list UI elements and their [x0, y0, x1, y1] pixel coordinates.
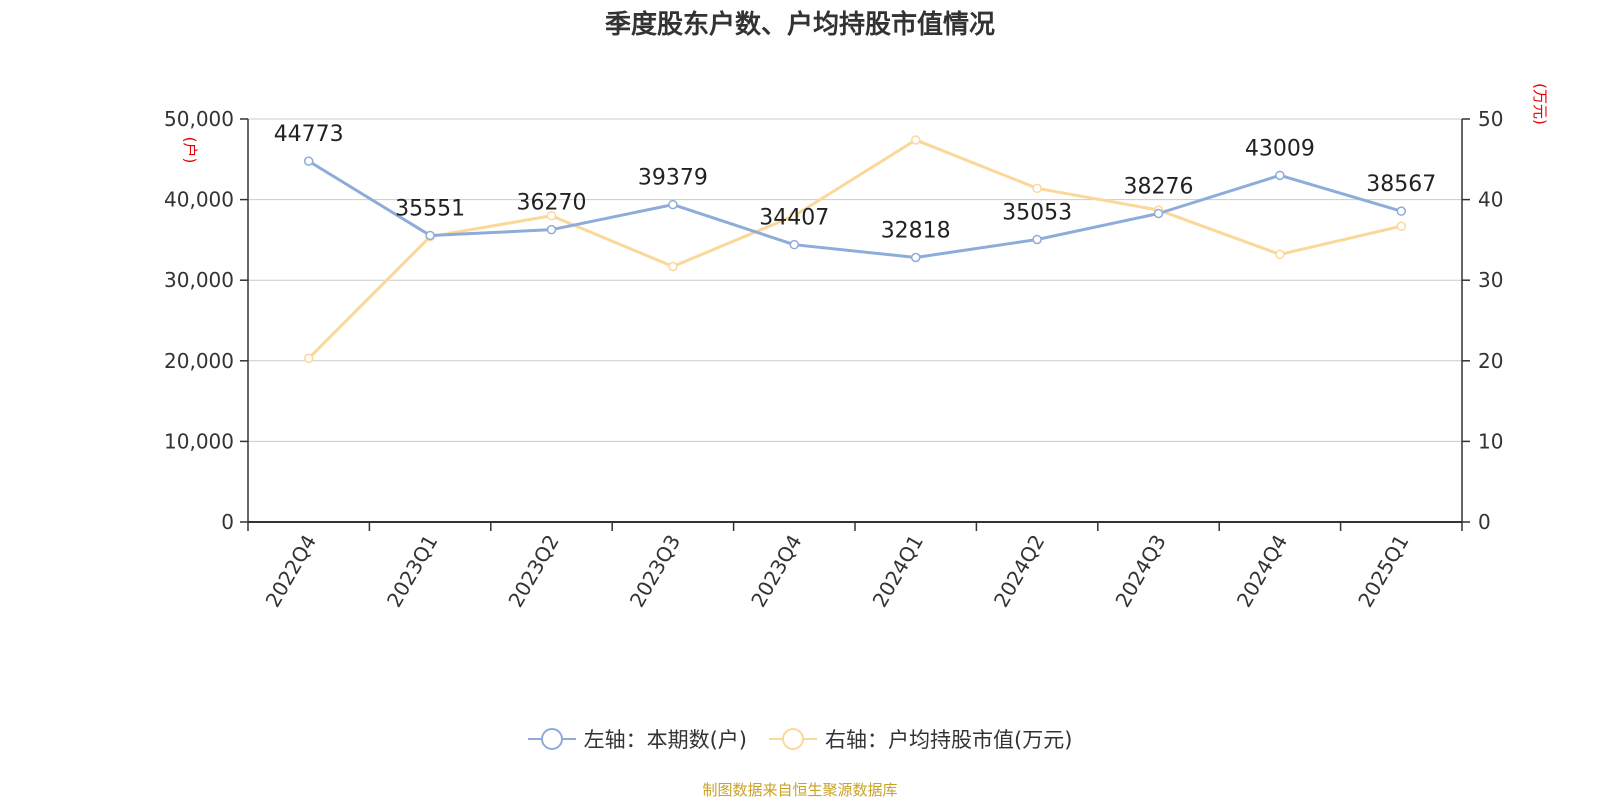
- y-left-tick-label: 10,000: [164, 429, 234, 453]
- y-right-tick-label: 30: [1478, 268, 1503, 292]
- y-left-unit-label: (户): [181, 137, 199, 164]
- data-point-avg-value: [789, 210, 800, 221]
- data-label-households: 34407: [759, 206, 829, 231]
- y-right-tick-label: 40: [1478, 188, 1503, 212]
- y-right-tick-label: 10: [1478, 429, 1503, 453]
- y-left-tick-label: 50,000: [164, 107, 234, 131]
- legend-line-circle-icon: [527, 728, 576, 750]
- x-tick-label: 2024Q2: [989, 531, 1049, 612]
- data-label-households: 38276: [1124, 174, 1194, 199]
- chart-title: 季度股东户数、户均持股市值情况: [604, 10, 995, 40]
- x-tick-label: 2023Q1: [382, 531, 442, 612]
- y-right-tick-label: 0: [1478, 510, 1491, 534]
- data-point-avg-value: [303, 353, 314, 364]
- data-point-households: [425, 230, 435, 241]
- y-left-tick-label: 0: [221, 510, 234, 534]
- data-label-households: 36270: [517, 191, 587, 216]
- data-point-households: [1032, 234, 1042, 245]
- legend-item-avg-value[interactable]: 右轴：户均持股市值(万元): [769, 724, 1072, 754]
- legend-label-avg-value: 右轴：户均持股市值(万元): [825, 728, 1073, 752]
- series-line-avg-value: [307, 138, 1402, 360]
- y-right-unit-label: (万元): [1531, 83, 1549, 125]
- x-tick-label: 2024Q3: [1110, 531, 1170, 612]
- data-source-note: 制图数据来自恒生聚源数据库: [702, 781, 898, 799]
- x-tick-label: 2024Q1: [868, 531, 928, 612]
- legend-label-households: 左轴：本期数(户): [583, 728, 747, 752]
- data-label-households: 38567: [1366, 172, 1436, 197]
- data-point-avg-value: [1275, 249, 1285, 260]
- x-tick-label: 2025Q1: [1353, 531, 1413, 612]
- data-label-households: 32818: [881, 218, 951, 243]
- data-point-households: [668, 199, 678, 210]
- data-point-households: [1153, 208, 1164, 219]
- y-right-tick-label: 50: [1478, 107, 1503, 131]
- x-tick-label: 2023Q3: [625, 531, 685, 612]
- y-left-tick-label: 30,000: [164, 268, 234, 292]
- data-label-households: 35551: [395, 196, 465, 221]
- data-point-avg-value: [546, 210, 557, 221]
- data-label-households: 43009: [1245, 136, 1315, 161]
- data-point-households: [1275, 170, 1285, 181]
- chart-legend: 左轴：本期数(户) 右轴：户均持股市值(万元): [0, 724, 1600, 754]
- data-label-households: 35053: [1002, 200, 1072, 225]
- data-point-households: [789, 239, 800, 250]
- legend-line-circle-icon: [769, 728, 817, 750]
- data-point-households: [910, 252, 921, 263]
- series-line-households: [307, 159, 1402, 259]
- data-point-households: [303, 156, 314, 166]
- data-point-households: [546, 224, 557, 235]
- legend-item-households[interactable]: 左轴：本期数(户): [527, 724, 747, 754]
- data-point-avg-value: [1032, 183, 1042, 194]
- y-left-tick-label: 40,000: [164, 188, 234, 212]
- x-tick-label: 2023Q2: [503, 531, 563, 612]
- x-tick-label: 2022Q4: [261, 531, 321, 612]
- x-tick-label: 2024Q4: [1232, 531, 1292, 612]
- data-point-avg-value: [1396, 221, 1407, 231]
- data-point-households: [1396, 206, 1407, 216]
- y-left-tick-label: 20,000: [164, 349, 234, 373]
- data-point-avg-value: [668, 261, 678, 272]
- data-point-avg-value: [910, 135, 921, 145]
- x-tick-label: 2023Q4: [746, 531, 806, 612]
- data-label-households: 44773: [274, 122, 344, 147]
- y-right-tick-label: 20: [1478, 349, 1503, 373]
- data-label-households: 39379: [638, 166, 708, 191]
